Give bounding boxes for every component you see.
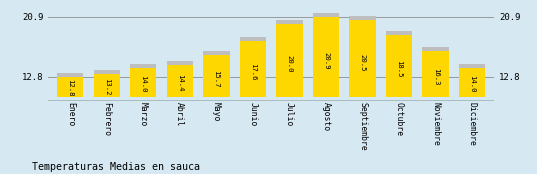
Bar — [240, 41, 266, 97]
Bar — [423, 51, 449, 97]
Text: 18.5: 18.5 — [396, 60, 402, 78]
Bar — [277, 19, 303, 97]
Bar — [459, 68, 485, 97]
Bar — [277, 24, 303, 97]
Bar — [166, 61, 193, 97]
Bar — [350, 16, 376, 97]
Bar — [203, 51, 229, 97]
Text: 13.2: 13.2 — [104, 78, 110, 95]
Text: 20.5: 20.5 — [359, 54, 366, 71]
Bar — [130, 64, 156, 97]
Text: 20.0: 20.0 — [286, 55, 293, 73]
Text: 20.9: 20.9 — [323, 52, 329, 70]
Bar — [313, 17, 339, 97]
Bar — [459, 64, 485, 97]
Text: 14.4: 14.4 — [177, 74, 183, 91]
Text: 15.7: 15.7 — [213, 70, 220, 87]
Bar — [386, 31, 412, 97]
Bar — [350, 20, 376, 97]
Bar — [166, 65, 193, 97]
Bar — [240, 37, 266, 97]
Bar — [93, 74, 120, 97]
Bar — [93, 70, 120, 97]
Bar — [313, 13, 339, 97]
Bar — [57, 77, 83, 97]
Bar — [130, 68, 156, 97]
Text: 12.8: 12.8 — [67, 79, 73, 97]
Text: Temperaturas Medias en sauca: Temperaturas Medias en sauca — [32, 162, 200, 172]
Bar — [203, 55, 229, 97]
Text: 17.6: 17.6 — [250, 63, 256, 81]
Bar — [57, 73, 83, 97]
Bar — [386, 35, 412, 97]
Text: 14.0: 14.0 — [140, 75, 146, 93]
Text: 14.0: 14.0 — [469, 75, 475, 93]
Text: 16.3: 16.3 — [433, 68, 439, 85]
Bar — [423, 47, 449, 97]
